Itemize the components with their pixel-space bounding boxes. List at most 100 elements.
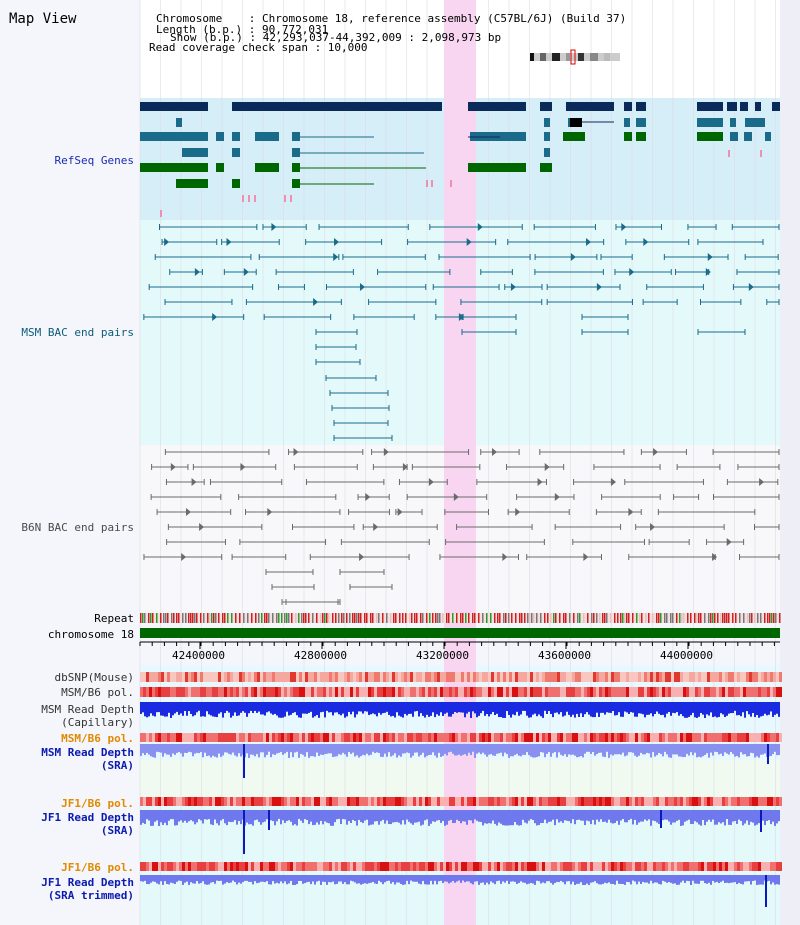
jf1-b6-pol-heat-cell xyxy=(362,797,365,806)
msm-sra-depth-bar xyxy=(274,744,276,755)
msm-sra-depth-bar xyxy=(446,744,448,756)
repeat-mark xyxy=(209,613,211,623)
dbsnp-heat-cell xyxy=(626,672,629,682)
jf1-b6-pol-heat-cell xyxy=(491,797,494,806)
msm-sra-depth-bar xyxy=(408,744,410,754)
repeat-mark xyxy=(754,613,756,623)
msm-b6-pol-heat-cell-b xyxy=(323,733,326,742)
msm-b6-pol-heat-cell-b xyxy=(761,733,764,742)
msm-b6-pol-heat-cell-b xyxy=(272,733,275,742)
label-refseq-genes[interactable]: RefSeq Genes xyxy=(54,154,134,167)
jf1-b6-pol-heat-cell xyxy=(344,797,347,806)
jf1-sra-depth-bar xyxy=(150,810,152,826)
refseq-gene-exon xyxy=(468,102,526,111)
repeat-mark xyxy=(533,613,535,623)
repeat-mark xyxy=(544,613,546,623)
msm-capillary-depth-bar xyxy=(494,702,496,716)
msm-capillary-depth-bar xyxy=(146,702,148,718)
msm-b6-pol-heat-cell-b xyxy=(470,733,473,742)
msm-capillary-depth-bar xyxy=(474,702,476,714)
jf1-b6-pol-heat-cell xyxy=(452,797,455,806)
msm-b6-pol-heat-cell-b xyxy=(692,733,695,742)
repeat-mark xyxy=(422,613,424,623)
msm-b6-pol-heat-cell-b xyxy=(653,733,656,742)
msm-capillary-depth-bar xyxy=(254,702,256,711)
jf1-b6-pol-heat-cell-b xyxy=(338,862,341,871)
msm-capillary-depth-bar xyxy=(204,702,206,717)
msm-sra-depth-bar xyxy=(562,744,564,756)
msm-sra-depth-bar xyxy=(682,744,684,758)
msm-sra-depth-bar xyxy=(730,744,732,752)
dbsnp-heat-cell xyxy=(569,672,572,682)
dbsnp-heat-cell xyxy=(353,672,356,682)
jf1-b6-pol-heat-cell xyxy=(146,797,149,806)
refseq-gene-exon xyxy=(232,132,240,141)
msm-sra-depth-bar xyxy=(372,744,374,752)
dbsnp-heat-cell xyxy=(281,672,284,682)
msm-bac-pair-marker xyxy=(212,313,218,321)
jf1-trimmed-depth-bar xyxy=(608,875,610,883)
header-chromosome: Chromosome : Chromosome 18, reference as… xyxy=(156,12,627,25)
msm-capillary-depth-bar xyxy=(384,702,386,713)
msm-capillary-depth-bar xyxy=(568,702,570,715)
msm-capillary-depth-bar xyxy=(362,702,364,714)
msm-sra-depth-bar xyxy=(300,744,302,754)
msm-capillary-depth-bar xyxy=(730,702,732,714)
msm-b6-pol-heat-cell-b xyxy=(536,733,539,742)
msm-sra-depth-bar xyxy=(396,744,398,758)
repeat-mark xyxy=(602,613,604,623)
msm-sra-depth-bar xyxy=(760,744,762,755)
jf1-b6-pol-heat-cell-b xyxy=(197,862,200,871)
jf1-sra-depth-bar xyxy=(680,810,682,826)
msm-b6-pol-heat-cell-b xyxy=(503,733,506,742)
repeat-mark xyxy=(322,613,324,623)
msm-b6-pol-heat-cell-b xyxy=(440,733,443,742)
msm-capillary-depth-bar xyxy=(744,702,746,718)
msm-capillary-depth-bar xyxy=(682,702,684,717)
msm-capillary-depth-bar xyxy=(286,702,288,712)
msm-b6-pol-heat-cell-b xyxy=(206,733,209,742)
jf1-sra-depth-bar xyxy=(552,810,554,820)
jf1-trimmed-depth-bar xyxy=(676,875,678,885)
msm-capillary-depth-bar xyxy=(264,702,266,716)
msm-b6-pol-heat-cell-b xyxy=(350,733,353,742)
msm-sra-depth-bar xyxy=(742,744,744,755)
msm-b6-pol-heat-cell xyxy=(509,687,512,697)
msm-sra-depth-bar xyxy=(156,744,158,752)
jf1-b6-pol-heat-cell-b xyxy=(290,862,293,871)
jf1-sra-depth-bar xyxy=(524,810,526,823)
repeat-mark xyxy=(152,613,154,623)
msm-sra-depth-bar xyxy=(216,744,218,758)
jf1-b6-pol-heat-cell xyxy=(200,797,203,806)
repeat-mark xyxy=(462,613,464,623)
msm-capillary-depth-bar xyxy=(348,702,350,712)
jf1-trimmed-depth-bar xyxy=(504,875,506,883)
dbsnp-heat-cell xyxy=(674,672,677,682)
jf1-b6-pol-heat-cell xyxy=(743,797,746,806)
label-b6n-bac[interactable]: B6N BAC end pairs xyxy=(21,521,134,534)
jf1-trimmed-depth-bar xyxy=(264,875,266,883)
repeat-mark xyxy=(726,613,728,623)
msm-b6-pol-heat-cell-b xyxy=(776,733,779,742)
msm-sra-depth-bar xyxy=(554,744,556,752)
repeat-mark xyxy=(192,613,194,623)
msm-capillary-depth-bar xyxy=(424,702,426,718)
dbsnp-heat-cell xyxy=(764,672,767,682)
repeat-mark xyxy=(416,613,418,623)
msm-b6-pol-heat-cell xyxy=(476,687,479,697)
dbsnp-heat-cell xyxy=(206,672,209,682)
msm-sra-depth-bar xyxy=(168,744,170,755)
msm-b6-pol-heat-cell-b xyxy=(656,733,659,742)
jf1-sra-depth-bar xyxy=(776,810,778,824)
label-msm-bac[interactable]: MSM BAC end pairs xyxy=(21,326,134,339)
repeat-mark xyxy=(622,613,624,623)
refseq-gene-exon xyxy=(140,132,208,141)
msm-capillary-depth-bar xyxy=(444,702,446,714)
jf1-b6-pol-heat-cell xyxy=(728,797,731,806)
jf1-sra-depth-bar xyxy=(706,810,708,822)
msm-capillary-depth-bar xyxy=(314,702,316,717)
jf1-sra-depth-bar xyxy=(662,810,664,821)
jf1-b6-pol-heat-cell-b xyxy=(755,862,758,871)
msm-capillary-depth-bar xyxy=(580,702,582,714)
